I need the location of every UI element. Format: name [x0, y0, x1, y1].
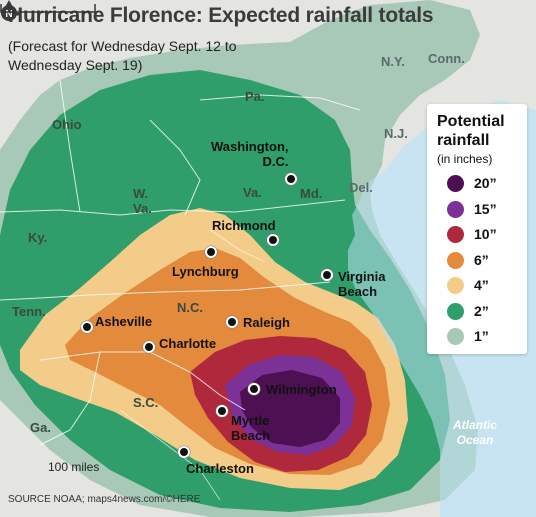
legend-label: 4”	[474, 277, 489, 293]
state-label-conn: Conn.	[428, 51, 465, 66]
legend-label: 6”	[474, 251, 489, 268]
north-arrow-icon: N	[1, 0, 17, 21]
city-label-charleston: Charleston	[186, 461, 254, 476]
state-label-va: Va.	[243, 185, 262, 200]
legend-swatch	[447, 251, 464, 269]
city-label-asheville: Asheville	[95, 314, 153, 329]
legend-label: 1”	[474, 328, 489, 344]
legend-swatch	[447, 277, 464, 294]
city-dot-virginia-beach	[321, 269, 333, 281]
city-label-lynchburg: Lynchburg	[172, 264, 239, 279]
city-dot-asheville	[81, 321, 93, 333]
legend-label: 20”	[474, 175, 497, 191]
state-label-pa: Pa.	[245, 89, 265, 104]
legend-unit: (in inches)	[437, 152, 493, 166]
legend-title: Potential rainfall	[437, 113, 505, 149]
city-dot-wilmington	[248, 383, 260, 395]
scale-label: 100 miles	[48, 460, 100, 474]
state-label-sc: S.C.	[133, 395, 159, 410]
state-label-wva: W. Va.	[133, 186, 152, 216]
city-label-raleigh: Raleigh	[243, 315, 290, 330]
state-borders	[0, 79, 361, 446]
city-dot-raleigh	[226, 316, 238, 328]
city-dot-richmond	[267, 234, 279, 246]
map-subtitle: (Forecast for Wednesday Sept. 12 to Wedn…	[8, 38, 237, 73]
city-label-washington: Washington, D.C.	[211, 139, 289, 169]
legend-swatch	[447, 302, 464, 320]
rain-band-20in	[240, 370, 340, 447]
city-label-richmond: Richmond	[212, 218, 276, 233]
state-label-nc: N.C.	[177, 300, 203, 315]
city-dot-charlotte	[143, 341, 155, 353]
legend-label: 2”	[474, 302, 489, 319]
source-credit: SOURCE NOAA; maps4news.com/©HERE	[8, 494, 201, 505]
city-dot-myrtle-beach	[216, 405, 228, 417]
state-label-ky: Ky.	[28, 230, 48, 245]
legend-label: 15”	[474, 200, 497, 217]
city-dot-charleston	[178, 446, 190, 458]
map-title: Hurricane Florence: Expected rainfall to…	[8, 4, 434, 27]
city-label-wilmington: Wilmington	[266, 382, 337, 397]
legend-swatch	[447, 200, 464, 218]
legend-swatch	[447, 175, 464, 192]
city-label-virginia-beach: Virginia Beach	[338, 269, 386, 299]
legend-panel: Potential rainfall (in inches) 20” 15” 10”…	[427, 104, 527, 354]
state-label-nj: N.J.	[384, 126, 408, 141]
city-label-charlotte: Charlotte	[159, 336, 217, 351]
compass-letter: N	[5, 9, 12, 20]
city-dot-washington	[285, 173, 297, 185]
city-label-myrtle-beach: Myrtle Beach	[231, 413, 271, 443]
city-dot-lynchburg	[205, 246, 217, 258]
state-label-tenn: Tenn.	[12, 304, 46, 319]
legend-swatch	[447, 328, 464, 345]
scale-bar	[0, 4, 96, 13]
legend-swatch	[447, 226, 464, 243]
state-label-ny: N.Y.	[381, 54, 405, 69]
state-label-ohio: Ohio	[52, 117, 82, 132]
state-label-del: Del.	[349, 180, 373, 195]
ocean-label: Atlantic Ocean	[453, 418, 498, 447]
state-label-ga: Ga.	[30, 420, 51, 435]
legend-label: 10”	[474, 226, 497, 242]
state-label-md: Md.	[300, 186, 323, 201]
